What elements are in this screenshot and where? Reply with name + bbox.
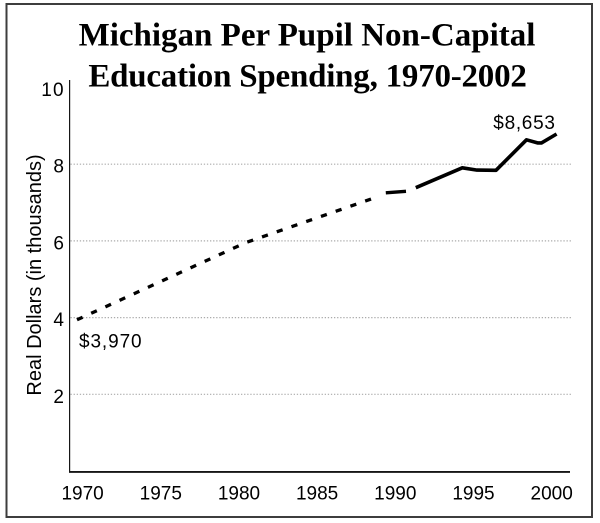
- svg-text:Real Dollars (in thousands): Real Dollars (in thousands): [24, 154, 46, 395]
- svg-text:1975: 1975: [140, 484, 182, 505]
- svg-text:8: 8: [53, 157, 64, 178]
- svg-text:1985: 1985: [296, 484, 338, 505]
- svg-text:2: 2: [53, 387, 64, 408]
- svg-text:1980: 1980: [218, 484, 260, 505]
- svg-text:1990: 1990: [374, 484, 416, 505]
- svg-text:Michigan Per Pupil Non-Capital: Michigan Per Pupil Non-Capital: [79, 18, 536, 54]
- svg-text:2000: 2000: [531, 484, 573, 505]
- svg-text:1995: 1995: [452, 484, 494, 505]
- svg-text:1970: 1970: [61, 484, 103, 505]
- svg-text:$8,653: $8,653: [493, 113, 555, 134]
- svg-text:$3,970: $3,970: [79, 332, 143, 353]
- svg-text:10: 10: [41, 80, 65, 101]
- svg-text:6: 6: [53, 233, 64, 254]
- svg-text:4: 4: [53, 310, 64, 331]
- svg-text:Education Spending, 1970-2002: Education Spending, 1970-2002: [88, 59, 526, 95]
